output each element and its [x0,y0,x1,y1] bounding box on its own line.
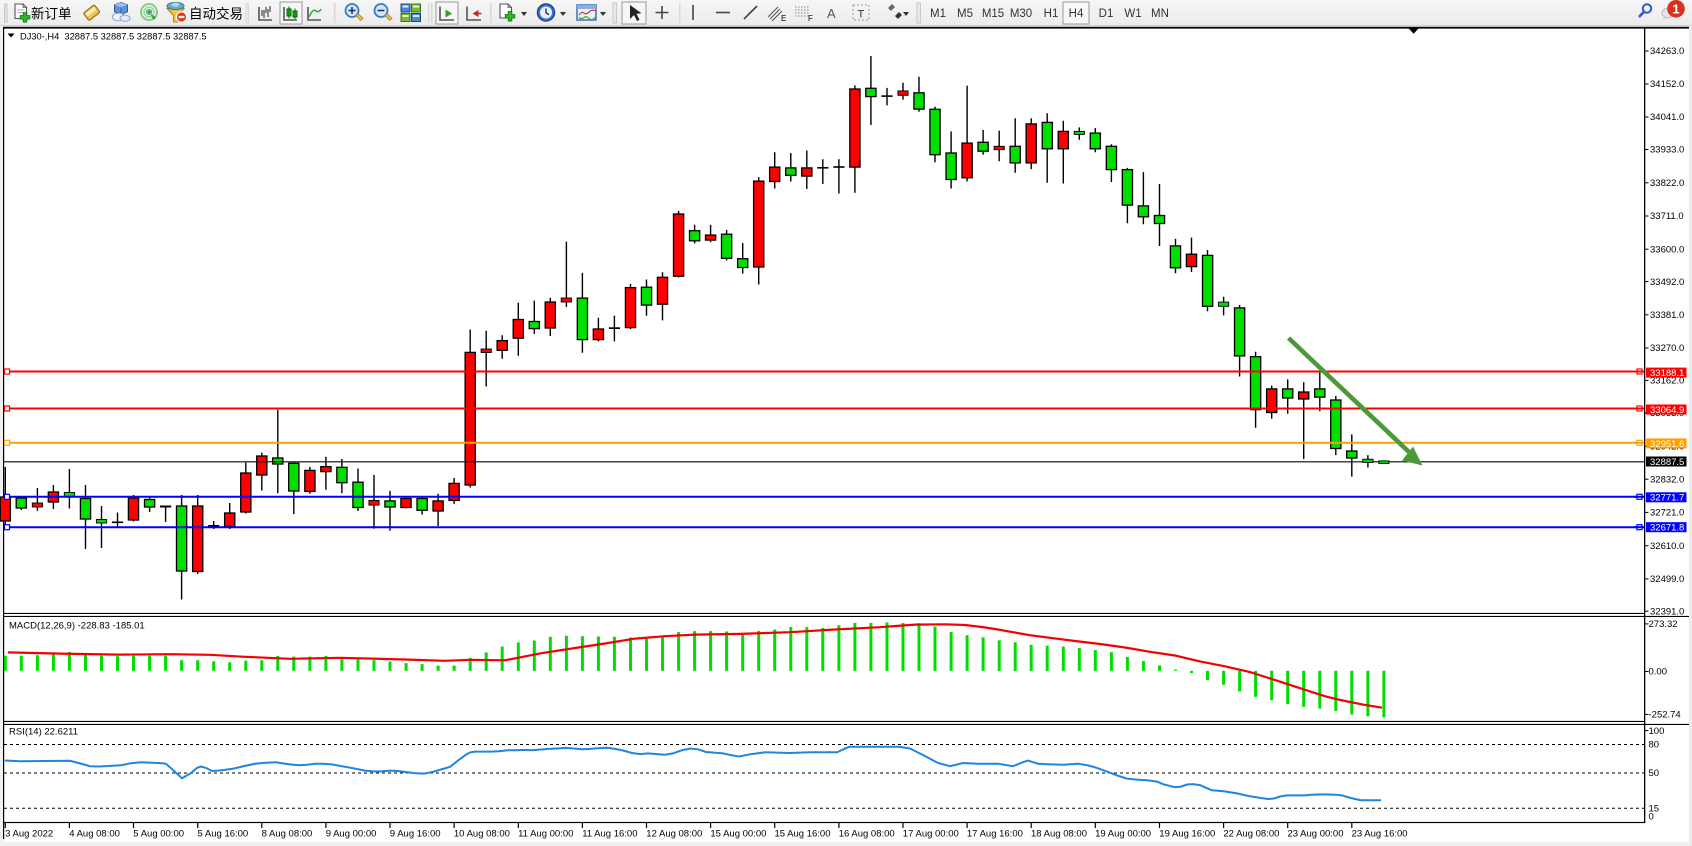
svg-text:32721.0: 32721.0 [1650,508,1684,519]
svg-text:33600.0: 33600.0 [1650,244,1684,255]
svg-text:18 Aug 08:00: 18 Aug 08:00 [1031,829,1087,840]
svg-text:9 Aug 00:00: 9 Aug 00:00 [326,829,377,840]
svg-text:MACD(12,26,9) -228.83 -185.01: MACD(12,26,9) -228.83 -185.01 [9,621,145,632]
svg-text:5 Aug 16:00: 5 Aug 16:00 [198,829,249,840]
svg-text:34152.0: 34152.0 [1650,79,1684,90]
svg-text:11 Aug 16:00: 11 Aug 16:00 [582,829,637,840]
svg-text:10 Aug 08:00: 10 Aug 08:00 [454,829,510,840]
svg-text:15 Aug 16:00: 15 Aug 16:00 [775,829,831,840]
svg-text:8 Aug 08:00: 8 Aug 08:00 [262,829,313,840]
svg-text:19 Aug 16:00: 19 Aug 16:00 [1159,829,1215,840]
svg-text:33381.0: 33381.0 [1650,310,1684,321]
svg-text:33822.0: 33822.0 [1650,178,1684,189]
svg-text:DJ30-,H4 32887.5 32887.5 3288: DJ30-,H4 32887.5 32887.5 32887.5 32887.5 [20,31,207,41]
svg-text:33270.0: 33270.0 [1650,343,1684,354]
svg-text:33162.0: 33162.0 [1650,376,1684,387]
svg-text:H1: H1 [1044,8,1059,20]
svg-text:15: 15 [1649,804,1660,815]
svg-text:32391.0: 32391.0 [1650,606,1684,617]
svg-text:11 Aug 00:00: 11 Aug 00:00 [518,829,573,840]
svg-text:34041.0: 34041.0 [1650,112,1684,123]
svg-text:32771.7: 32771.7 [1650,493,1684,504]
svg-text:33933.0: 33933.0 [1650,145,1684,156]
svg-text:3 Aug 2022: 3 Aug 2022 [5,829,53,840]
svg-text:17 Aug 00:00: 17 Aug 00:00 [903,829,959,840]
svg-text:1: 1 [1672,1,1679,16]
svg-text:23 Aug 00:00: 23 Aug 00:00 [1288,829,1344,840]
svg-text:50: 50 [1649,768,1660,779]
svg-text:17 Aug 16:00: 17 Aug 16:00 [967,829,1023,840]
svg-text:32671.8: 32671.8 [1650,523,1684,534]
svg-text:9 Aug 16:00: 9 Aug 16:00 [390,829,441,840]
svg-text:32887.5: 32887.5 [1650,457,1684,468]
svg-text:RSI(14) 22.6211: RSI(14) 22.6211 [9,727,78,738]
svg-text:12 Aug 08:00: 12 Aug 08:00 [646,829,702,840]
svg-text:0: 0 [1649,812,1654,823]
svg-text:80: 80 [1649,740,1660,751]
svg-text:A: A [827,6,836,21]
svg-text:273.32: 273.32 [1649,619,1678,630]
svg-text:-252.74: -252.74 [1649,710,1681,721]
svg-text:33188.1: 33188.1 [1650,368,1684,379]
svg-text:16 Aug 08:00: 16 Aug 08:00 [839,829,895,840]
svg-text:M5: M5 [957,8,973,20]
svg-text:19 Aug 00:00: 19 Aug 00:00 [1095,829,1151,840]
svg-text:32832.0: 32832.0 [1650,474,1684,485]
svg-text:32951.6: 32951.6 [1650,439,1684,450]
svg-text:H4: H4 [1069,8,1084,20]
svg-text:33492.0: 33492.0 [1650,277,1684,288]
svg-text:F: F [808,14,813,23]
svg-text:D1: D1 [1099,8,1114,20]
svg-text:0.00: 0.00 [1649,667,1668,678]
svg-text:M15: M15 [982,8,1004,20]
svg-text:MN: MN [1151,8,1169,20]
svg-text:M30: M30 [1010,8,1032,20]
svg-text:新订单: 新订单 [31,7,72,22]
svg-text:5 Aug 00:00: 5 Aug 00:00 [133,829,184,840]
svg-text:T: T [858,9,865,21]
svg-text:34263.0: 34263.0 [1650,46,1684,57]
svg-text:32610.0: 32610.0 [1650,541,1684,552]
svg-text:15 Aug 00:00: 15 Aug 00:00 [710,829,766,840]
svg-text:自动交易: 自动交易 [189,6,243,22]
svg-text:32499.0: 32499.0 [1650,574,1684,585]
svg-text:M1: M1 [930,8,946,20]
svg-text:E: E [781,14,786,23]
svg-text:33064.9: 33064.9 [1650,405,1684,416]
svg-text:22 Aug 08:00: 22 Aug 08:00 [1223,829,1279,840]
svg-text:23 Aug 16:00: 23 Aug 16:00 [1352,829,1408,840]
svg-text:33711.0: 33711.0 [1650,211,1684,222]
svg-text:100: 100 [1649,726,1665,737]
svg-text:4 Aug 08:00: 4 Aug 08:00 [69,829,120,840]
svg-text:W1: W1 [1124,8,1141,20]
